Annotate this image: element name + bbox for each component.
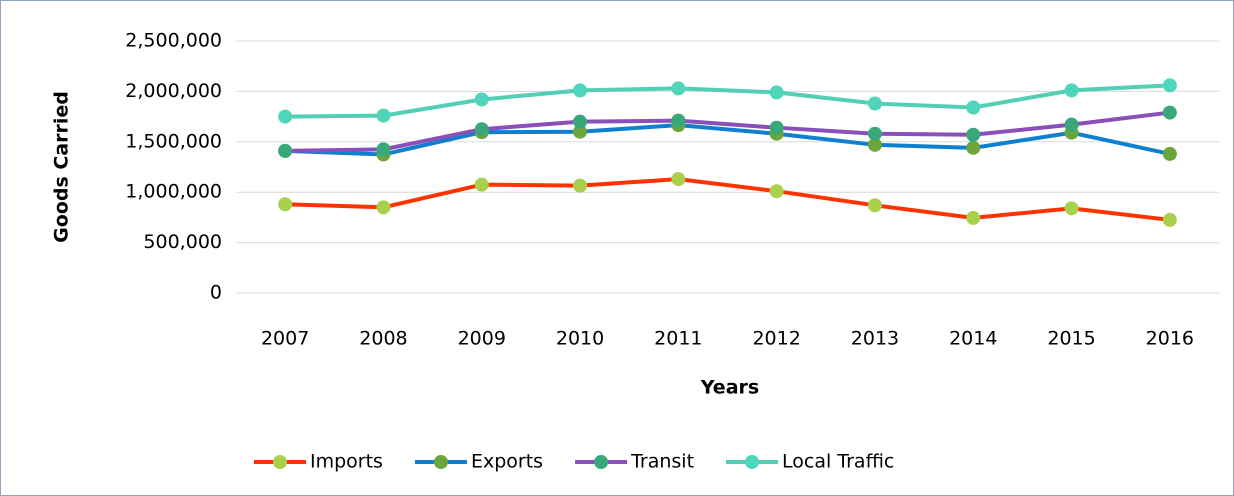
data-point [1064,117,1079,132]
data-point [474,122,489,137]
data-point [1162,212,1177,227]
data-point [1162,78,1177,93]
series-line [285,177,1171,222]
data-point [376,200,391,215]
legend-marker [745,455,760,469]
y-tick-label: 1,500,000 [125,130,222,152]
data-point [769,184,784,199]
legend-label: Transit [630,451,694,473]
data-point [278,109,293,124]
x-tick-label: 2016 [1146,328,1194,350]
y-tick-label: 1,000,000 [125,181,222,203]
data-point [573,178,588,193]
data-point [1162,146,1177,161]
legend-label: Exports [471,451,543,473]
data-point [867,137,882,152]
data-point [671,113,686,128]
data-point [573,114,588,129]
data-point [1064,83,1079,98]
legend-label: Imports [310,451,383,473]
x-tick-label: 2008 [359,328,407,350]
data-point [769,85,784,100]
data-point [867,96,882,111]
data-point [376,142,391,157]
x-axis-title: Years [700,377,759,399]
data-point [474,177,489,192]
data-point [474,92,489,107]
data-point [278,197,293,212]
data-point [278,143,293,158]
x-tick-label: 2013 [851,328,899,350]
x-tick-label: 2007 [261,328,309,350]
x-tick-label: 2010 [556,328,604,350]
data-point [671,81,686,96]
y-tick-label: 2,000,000 [125,80,222,102]
x-tick-label: 2015 [1047,328,1095,350]
data-point [769,120,784,135]
x-tick-label: 2012 [752,328,800,350]
data-point [573,124,588,139]
series-line [285,83,1170,119]
data-point [966,127,981,142]
y-axis-title: Goods Carried [51,91,73,243]
data-point [1162,105,1177,120]
data-point [573,83,588,98]
x-tick-label: 2014 [949,328,997,350]
legend-label: Local Traffic [782,451,894,473]
legend-marker [433,455,448,469]
data-point [671,172,686,187]
data-point [966,100,981,115]
data-point [966,210,981,225]
series-line [285,123,1171,157]
y-tick-label: 500,000 [143,231,222,253]
data-point [867,126,882,141]
y-tick-label: 0 [210,282,222,304]
data-point [376,108,391,123]
data-point [867,198,882,213]
data-point [1064,201,1079,216]
data-point [966,140,981,155]
legend-marker [594,455,609,469]
y-tick-label: 2,500,000 [125,30,222,52]
legend-marker [273,455,287,469]
series-line [285,110,1171,153]
x-tick-label: 2009 [458,328,506,350]
x-tick-label: 2011 [654,328,702,350]
